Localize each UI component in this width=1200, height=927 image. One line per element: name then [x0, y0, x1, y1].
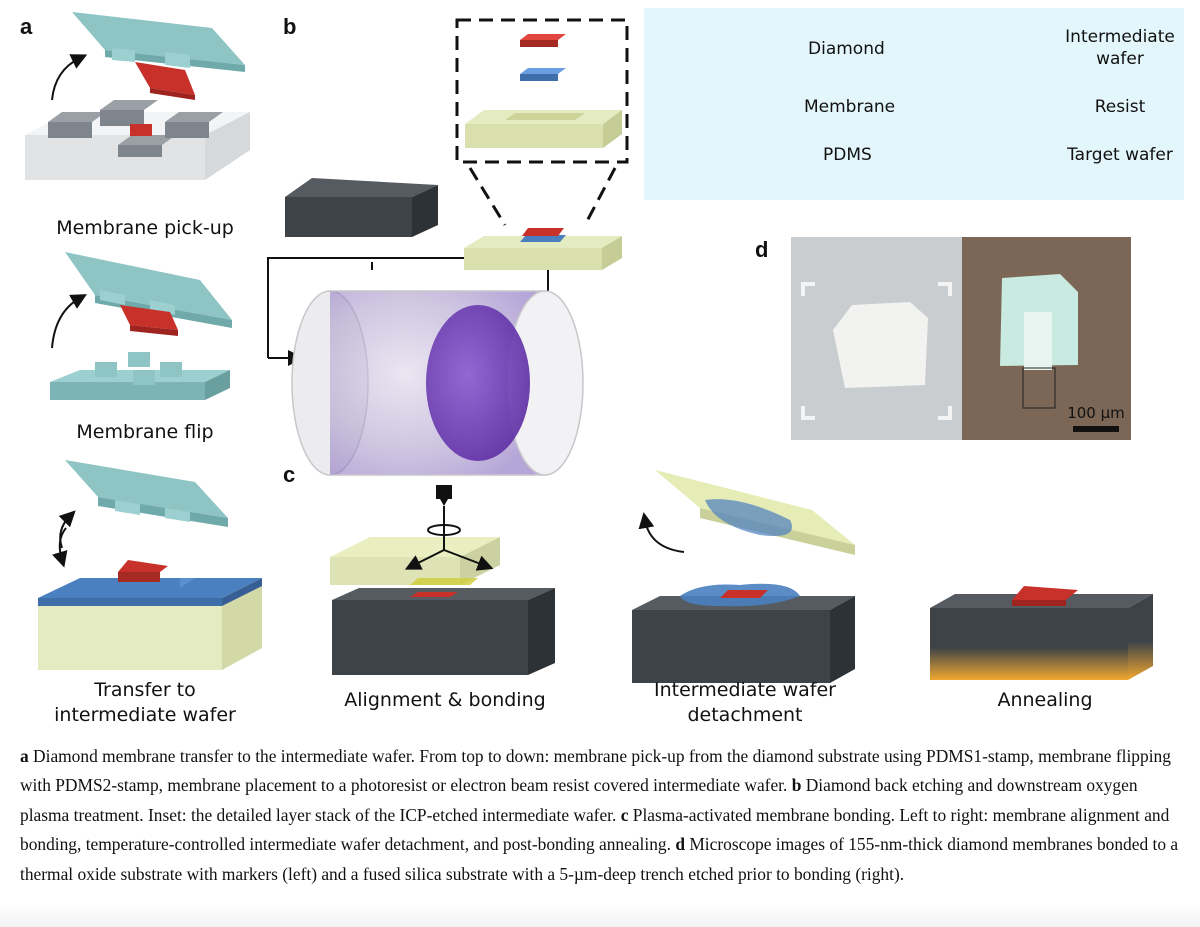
step-detach-line2: detachment [687, 704, 803, 726]
step-flip-label: Membrane flip [76, 421, 214, 443]
a-transfer-illustration [38, 460, 262, 670]
b-illustration [267, 18, 629, 476]
step-transfer-line2: intermediate wafer [54, 704, 236, 726]
caption-c-label: c [620, 804, 629, 825]
legend-intermediate-label: Intermediate wafer [1064, 26, 1176, 70]
a-flip-illustration [50, 252, 232, 400]
step-anneal-label: Annealing [997, 689, 1093, 711]
step-detach-label: Intermediate wafer detachment [620, 678, 870, 728]
legend-diamond-label: Diamond [808, 39, 885, 59]
scale-bar-label: 100 µm [1067, 404, 1125, 422]
caption-d-label: d [675, 834, 685, 855]
figure-caption: a Diamond membrane transfer to the inter… [20, 742, 1185, 889]
panel-label-c: c [283, 462, 296, 487]
caption-a-label: a [20, 746, 29, 766]
caption-c-text: Plasma-activated membrane bonding. Left … [20, 804, 1170, 855]
panel-label-a: a [20, 14, 33, 39]
panel-label-b: b [283, 14, 297, 39]
c-illustration [330, 470, 1153, 683]
figure: a b c d Membrane pick-up Membrane flip T… [20, 8, 1184, 728]
d-micrographs [791, 237, 1131, 440]
legend-panel [644, 8, 1184, 200]
caption-d-text: Microscope images of 155-nm-thick diamon… [20, 834, 1179, 884]
a-pickup-illustration [25, 12, 250, 180]
legend-intermediate-line2: wafer [1096, 49, 1144, 69]
panel-label-d: d [755, 237, 769, 262]
step-detach-line1: Intermediate wafer [654, 679, 836, 701]
bottom-fade [0, 905, 1200, 927]
step-transfer-label: Transfer to intermediate wafer [20, 678, 270, 728]
caption-a-text: Diamond membrane transfer to the interme… [20, 746, 1171, 796]
caption-b-text: Diamond back etching and downstream oxyg… [20, 775, 1138, 825]
legend-pdms-label: PDMS [823, 145, 872, 165]
legend-intermediate-line1: Intermediate [1065, 27, 1175, 47]
step-pickup-label: Membrane pick-up [56, 217, 234, 239]
legend-target-label: Target wafer [1067, 145, 1173, 165]
legend-resist-label: Resist [1094, 97, 1146, 117]
step-align-label: Alignment & bonding [344, 689, 546, 711]
caption-b-label: b [791, 775, 802, 796]
legend-membrane-label: Membrane [804, 97, 896, 117]
step-transfer-line1: Transfer to [94, 679, 196, 701]
